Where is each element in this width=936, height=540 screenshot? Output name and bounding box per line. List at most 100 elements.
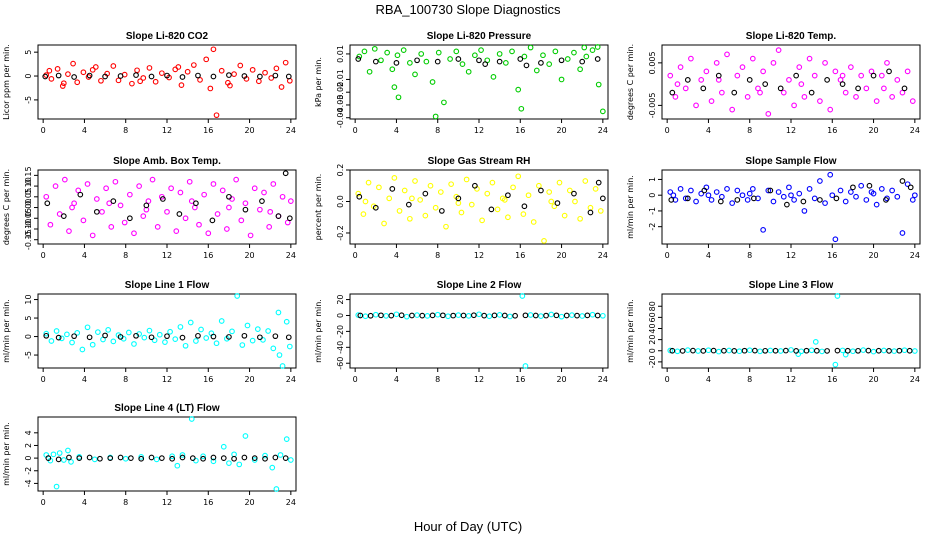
data-point — [53, 483, 60, 490]
data-point — [553, 312, 560, 319]
x-tick-label: 12 — [786, 375, 796, 384]
data-point — [270, 345, 277, 352]
x-tick-label: 12 — [162, 126, 172, 135]
data-point — [391, 175, 398, 181]
data-point — [476, 57, 482, 64]
data-point — [813, 347, 820, 354]
data-point — [478, 47, 484, 53]
data-point — [901, 347, 908, 354]
data-point — [538, 313, 544, 319]
data-point — [834, 347, 841, 354]
data-point — [757, 89, 763, 96]
data-point — [786, 184, 792, 191]
data-point — [853, 193, 859, 200]
data-point — [595, 179, 602, 186]
y-tick-label: -5 — [24, 96, 33, 104]
data-point — [99, 208, 105, 215]
data-point — [577, 66, 583, 73]
data-point — [839, 347, 846, 354]
data-point — [262, 69, 268, 76]
series-1 — [43, 176, 294, 239]
data-point — [422, 190, 429, 197]
data-point — [210, 458, 217, 465]
data-point — [362, 198, 369, 205]
data-point — [148, 73, 155, 80]
data-point — [372, 204, 379, 211]
data-point — [177, 189, 184, 196]
data-point — [407, 60, 413, 66]
data-point — [527, 44, 534, 51]
y-tick-label: -0.005 — [648, 92, 657, 118]
data-point — [153, 456, 160, 463]
data-point — [860, 347, 867, 353]
data-point — [894, 77, 901, 83]
data-point — [388, 312, 395, 319]
data-point — [219, 187, 226, 194]
data-point — [393, 311, 400, 318]
panel-7: Slope Line 1 Flow 0 4 8 12 16 20 24 -5 0 5 10 ml/min… — [2, 280, 297, 384]
panel-title: Slope Li-820 Temp. — [746, 31, 837, 42]
data-point — [911, 192, 918, 199]
data-point — [214, 211, 221, 217]
data-point — [403, 313, 410, 320]
data-point — [552, 48, 559, 55]
data-point — [533, 67, 540, 74]
data-point — [229, 328, 235, 335]
data-point — [210, 454, 217, 461]
data-point — [361, 48, 368, 55]
data-point — [837, 187, 844, 194]
panel-title: Slope Li-820 Pressure — [427, 31, 532, 42]
data-point — [210, 181, 217, 187]
data-point — [796, 190, 803, 197]
data-point — [739, 192, 746, 199]
panel-8: Slope Line 2 Flow 0 4 8 12 16 20 24 -60 -40 -20 0 20… — [314, 280, 609, 384]
y-axis-label: kPa per min. — [314, 57, 323, 107]
data-point — [61, 176, 68, 183]
data-point — [670, 192, 677, 199]
data-point — [279, 193, 286, 200]
data-point — [133, 72, 139, 78]
data-point — [808, 89, 815, 96]
data-point — [131, 341, 137, 347]
y-tick-label: 0.2 — [336, 164, 345, 177]
x-tick-label: 8 — [435, 251, 440, 260]
x-tick-label: 24 — [598, 251, 608, 260]
data-point — [515, 86, 522, 93]
plot-frame — [661, 169, 921, 245]
figure-title: RBA_100730 Slope Diagnostics — [375, 2, 561, 17]
data-point — [770, 60, 777, 66]
data-point — [84, 181, 91, 187]
data-point — [762, 81, 769, 87]
data-point — [788, 347, 794, 353]
data-point — [669, 347, 676, 354]
data-point — [231, 455, 237, 462]
data-point — [909, 197, 916, 203]
y-axis-label: Licor ppm per min. — [2, 44, 11, 120]
y-axis-label: percent per min. — [314, 174, 323, 241]
data-point — [599, 195, 606, 202]
y-axis-label: degrees C per min. — [2, 169, 11, 245]
data-point — [891, 348, 898, 354]
data-point — [75, 187, 82, 194]
plot-frame — [661, 293, 921, 369]
data-point — [744, 94, 751, 100]
data-point — [489, 179, 496, 186]
data-point — [853, 94, 859, 100]
x-tick-label: 24 — [286, 375, 296, 384]
data-point — [822, 200, 828, 206]
data-point — [886, 348, 892, 354]
data-point — [200, 453, 206, 460]
data-point — [693, 198, 699, 205]
data-point — [684, 347, 691, 353]
data-point — [207, 85, 214, 92]
data-point — [536, 182, 542, 189]
data-point — [589, 311, 596, 318]
data-point — [669, 89, 676, 96]
data-point — [137, 78, 144, 85]
data-point — [200, 455, 206, 462]
x-tick-label: 16 — [827, 375, 837, 384]
plot-frame — [349, 169, 609, 245]
data-point — [909, 98, 916, 104]
data-point — [801, 208, 808, 214]
x-tick-label: 16 — [515, 375, 525, 384]
